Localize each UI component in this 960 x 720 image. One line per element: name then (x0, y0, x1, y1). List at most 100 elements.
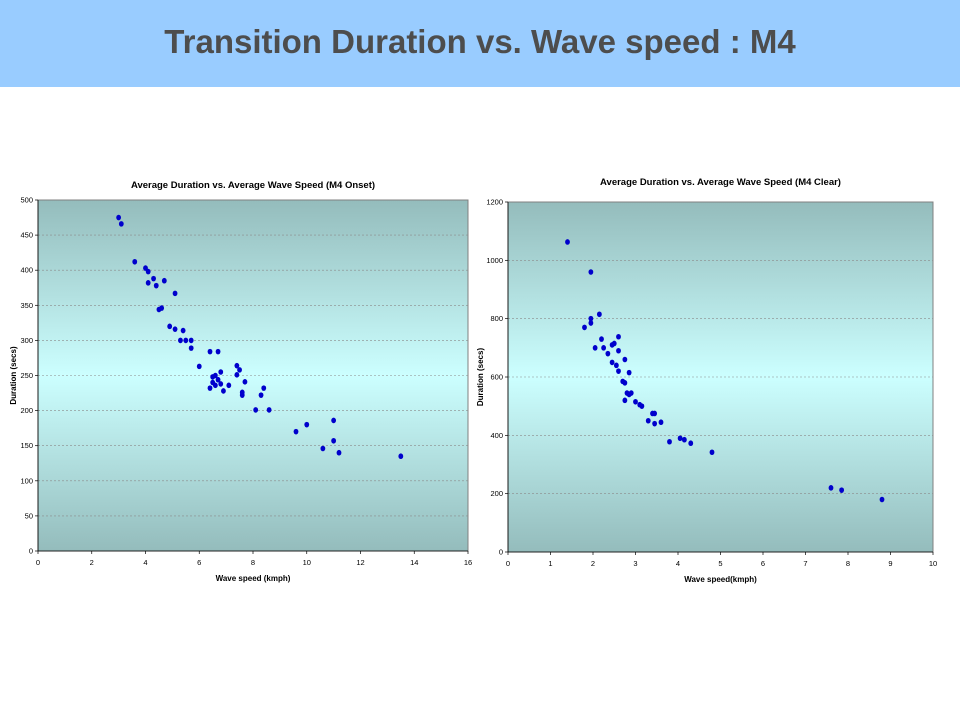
y-tick-label: 800 (490, 314, 503, 323)
x-tick-label: 4 (143, 558, 147, 567)
data-point (116, 214, 122, 221)
y-tick-label: 1200 (486, 198, 503, 207)
data-point (609, 359, 615, 366)
y-tick-label: 450 (20, 231, 33, 240)
y-tick-label: 600 (490, 373, 503, 382)
data-point (215, 348, 221, 355)
data-point (596, 311, 602, 318)
data-point (242, 379, 248, 385)
y-tick-label: 100 (20, 476, 33, 485)
data-point (253, 407, 259, 413)
data-point (336, 449, 342, 456)
data-point (172, 290, 178, 297)
data-point (588, 320, 594, 326)
data-point (639, 403, 645, 409)
data-point (582, 324, 587, 331)
x-axis-label: Wave speed(kmph) (684, 575, 757, 584)
data-point (212, 382, 218, 389)
data-point (320, 445, 326, 452)
x-tick-label: 4 (676, 559, 680, 568)
x-tick-label: 7 (803, 559, 807, 568)
x-tick-label: 6 (197, 558, 201, 567)
data-point (613, 362, 619, 369)
data-point (709, 449, 715, 456)
y-axis-label: Duration (secs) (9, 346, 18, 405)
data-point (626, 391, 632, 398)
data-point (398, 453, 404, 460)
data-point (196, 363, 202, 370)
y-tick-label: 400 (490, 431, 503, 440)
data-point (681, 436, 687, 443)
data-point (616, 368, 621, 374)
data-point (118, 221, 124, 227)
y-tick-label: 0 (499, 548, 503, 557)
data-point (183, 337, 189, 344)
data-point (599, 336, 604, 342)
data-point (611, 340, 617, 347)
data-point (652, 410, 658, 417)
data-point (178, 337, 183, 344)
x-tick-label: 5 (718, 559, 722, 568)
data-point (188, 337, 194, 344)
chart-title: Average Duration vs. Average Wave Speed … (131, 180, 375, 191)
x-tick-label: 10 (303, 558, 311, 567)
data-point (218, 369, 224, 375)
data-point (677, 435, 683, 442)
y-tick-label: 0 (29, 547, 33, 556)
data-point (218, 381, 224, 387)
x-tick-label: 14 (410, 558, 418, 567)
data-point (237, 367, 242, 373)
data-point (667, 438, 672, 445)
data-point (645, 417, 651, 424)
data-point (839, 487, 845, 493)
data-point (207, 348, 213, 355)
x-tick-label: 8 (846, 559, 850, 568)
slide-title: Transition Duration vs. Wave speed : M4 (164, 22, 796, 60)
y-tick-label: 200 (20, 406, 33, 415)
y-tick-label: 200 (490, 489, 503, 498)
x-tick-label: 2 (90, 558, 94, 567)
data-point (622, 397, 628, 404)
data-point (605, 350, 611, 357)
data-point (266, 407, 272, 413)
data-point (234, 362, 240, 369)
x-tick-label: 2 (591, 559, 595, 568)
data-point (616, 333, 621, 340)
data-point (159, 305, 165, 311)
data-point (601, 345, 607, 351)
x-tick-label: 1 (548, 559, 552, 568)
data-point (161, 277, 167, 284)
data-point (616, 347, 621, 354)
x-tick-label: 0 (36, 558, 40, 567)
x-tick-label: 0 (506, 559, 510, 568)
x-tick-label: 6 (761, 559, 765, 568)
x-tick-label: 9 (888, 559, 892, 568)
y-tick-label: 350 (20, 301, 33, 310)
y-axis-label: Duration (secs) (476, 348, 485, 407)
data-point (565, 239, 570, 245)
data-point (261, 385, 267, 391)
data-point (828, 485, 834, 491)
data-point (622, 356, 628, 363)
x-axis-label: Wave speed (kmph) (216, 574, 291, 583)
data-point (304, 421, 310, 428)
data-point (145, 280, 151, 286)
x-tick-label: 12 (356, 558, 364, 567)
data-point (588, 315, 594, 322)
data-point (658, 419, 664, 426)
y-tick-label: 400 (20, 266, 33, 275)
y-tick-label: 300 (20, 336, 33, 345)
data-point (626, 369, 632, 376)
chart-title: Average Duration vs. Average Wave Speed … (600, 177, 841, 188)
y-tick-label: 250 (20, 371, 33, 380)
data-point (215, 376, 221, 383)
data-point (652, 420, 658, 427)
x-tick-label: 8 (251, 558, 255, 567)
y-tick-label: 1000 (486, 256, 503, 265)
y-tick-label: 500 (20, 196, 33, 205)
x-tick-label: 16 (464, 558, 472, 567)
data-point (588, 269, 594, 275)
chart-m4-clear: 0 200 400 600 800 1000 1200 0 1 2 3 4 5 6 7 8 9 10 Average… (476, 177, 937, 584)
data-point (622, 380, 628, 386)
title-banner: Transition Duration vs. Wave speed : M4 (0, 0, 960, 87)
